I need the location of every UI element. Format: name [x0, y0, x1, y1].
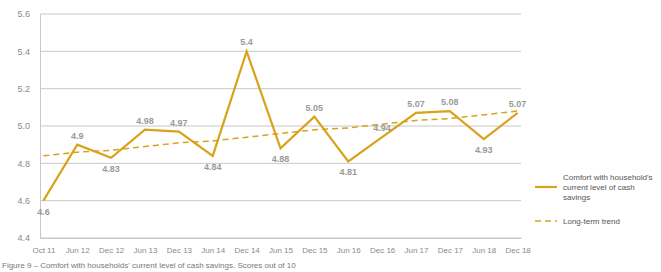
- data-label: 4.83: [102, 164, 120, 174]
- grid-line: [40, 14, 521, 15]
- data-label: 5.07: [509, 99, 527, 109]
- chart-title: Figure 9 – Comfort with households' curr…: [2, 261, 296, 270]
- data-label: 5.07: [407, 99, 425, 109]
- data-label: 4.98: [136, 116, 154, 126]
- chart: 4.4 4.6 4.8 5.2 5.4 5.6 5.0 Oct 11 Jun 12 Dec 12 J…: [0, 0, 661, 272]
- x-tick-label: Jun 15: [269, 246, 294, 255]
- x-tick: Dec 16: [370, 238, 396, 255]
- y-tick: 4.6: [17, 196, 40, 206]
- x-tick-label: Oct 11: [32, 246, 56, 255]
- legend-swatch: [535, 186, 557, 188]
- legend-label: Long-term trend: [563, 217, 620, 226]
- x-tick-label: Jun 18: [472, 246, 497, 255]
- x-tick-label: Jun 16: [337, 246, 362, 255]
- x-axis: Oct 11 Jun 12 Dec 12 Jun 13 Dec 13 Jun 14 Dec …: [32, 238, 531, 255]
- y-tick-label: 4.6: [17, 196, 30, 206]
- data-label: 4.9: [71, 131, 84, 141]
- y-tick: 5.4: [17, 47, 40, 57]
- y-tick: 5.0: [17, 121, 40, 131]
- x-tick: Dec 13: [167, 238, 193, 255]
- data-label: 4.93: [475, 145, 493, 155]
- grid-line: [40, 238, 521, 239]
- x-axis-line: [41, 238, 522, 239]
- y-tick: 5.2: [17, 84, 40, 94]
- grid-line: [40, 88, 521, 89]
- data-label: 5.08: [441, 97, 459, 107]
- x-tick: Jun 15: [269, 238, 294, 255]
- x-tick-label: Dec 18: [505, 246, 531, 255]
- legend-label: Comfort with household'scurrent level of…: [563, 173, 653, 202]
- y-tick-label: 5.0: [17, 121, 30, 131]
- x-tick-label: Jun 12: [66, 246, 91, 255]
- legend-swatch: [535, 220, 557, 222]
- x-tick: Dec 15: [302, 238, 328, 255]
- x-tick-label: Dec 16: [370, 246, 396, 255]
- data-labels: 4.6 4.9 4.83 4.98 4.97 4.84 5.4 4.88 5.05 4.81 4.9…: [37, 37, 526, 216]
- x-tick: Jun 13: [133, 238, 158, 255]
- grid-line: [40, 126, 521, 127]
- x-tick-label: Jun 17: [404, 246, 429, 255]
- x-tick: Jun 18: [472, 238, 497, 255]
- x-tick: Dec 18: [505, 238, 531, 255]
- legend: Comfort with household'scurrent level of…: [535, 173, 653, 226]
- y-tick-label: 5.6: [17, 9, 30, 19]
- data-label: 4.94: [373, 123, 391, 133]
- x-tick: Oct 11: [32, 238, 56, 255]
- x-tick: Jun 17: [404, 238, 429, 255]
- data-label: 5.05: [306, 103, 324, 113]
- x-tick-label: Dec 13: [167, 246, 193, 255]
- x-tick-label: Dec 12: [99, 246, 125, 255]
- y-tick: 4.4: [17, 233, 40, 243]
- x-tick-label: Dec 17: [438, 246, 464, 255]
- x-tick: Dec 12: [99, 238, 125, 255]
- series-line: [43, 51, 517, 200]
- x-tick-label: Dec 15: [302, 246, 328, 255]
- plot-area: [43, 51, 517, 200]
- data-label: 4.81: [339, 167, 357, 177]
- y-tick: 5.6: [17, 9, 40, 19]
- grid-line: [40, 51, 521, 52]
- x-tick-label: Jun 14: [201, 246, 226, 255]
- data-label: 4.97: [170, 118, 188, 128]
- y-tick-label: 4.8: [17, 159, 30, 169]
- grid-line: [40, 200, 521, 201]
- x-tick: Jun 14: [201, 238, 226, 255]
- grid: [40, 14, 521, 238]
- y-tick-label: 5.4: [17, 47, 30, 57]
- x-tick: Jun 12: [66, 238, 91, 255]
- data-label: 5.4: [240, 37, 253, 47]
- y-axis-line: [40, 15, 41, 239]
- x-tick: Dec 14: [234, 238, 260, 255]
- y-tick-label: 5.2: [17, 84, 30, 94]
- x-tick: Jun 16: [337, 238, 362, 255]
- y-tick: 4.8: [17, 159, 40, 169]
- x-tick-label: Dec 14: [234, 246, 260, 255]
- data-label: 4.84: [204, 162, 222, 172]
- x-tick: Dec 17: [438, 238, 464, 255]
- x-tick-label: Jun 13: [133, 246, 158, 255]
- data-label: 4.88: [272, 154, 290, 164]
- data-label: 4.6: [37, 207, 50, 217]
- y-tick-label: 4.4: [17, 233, 30, 243]
